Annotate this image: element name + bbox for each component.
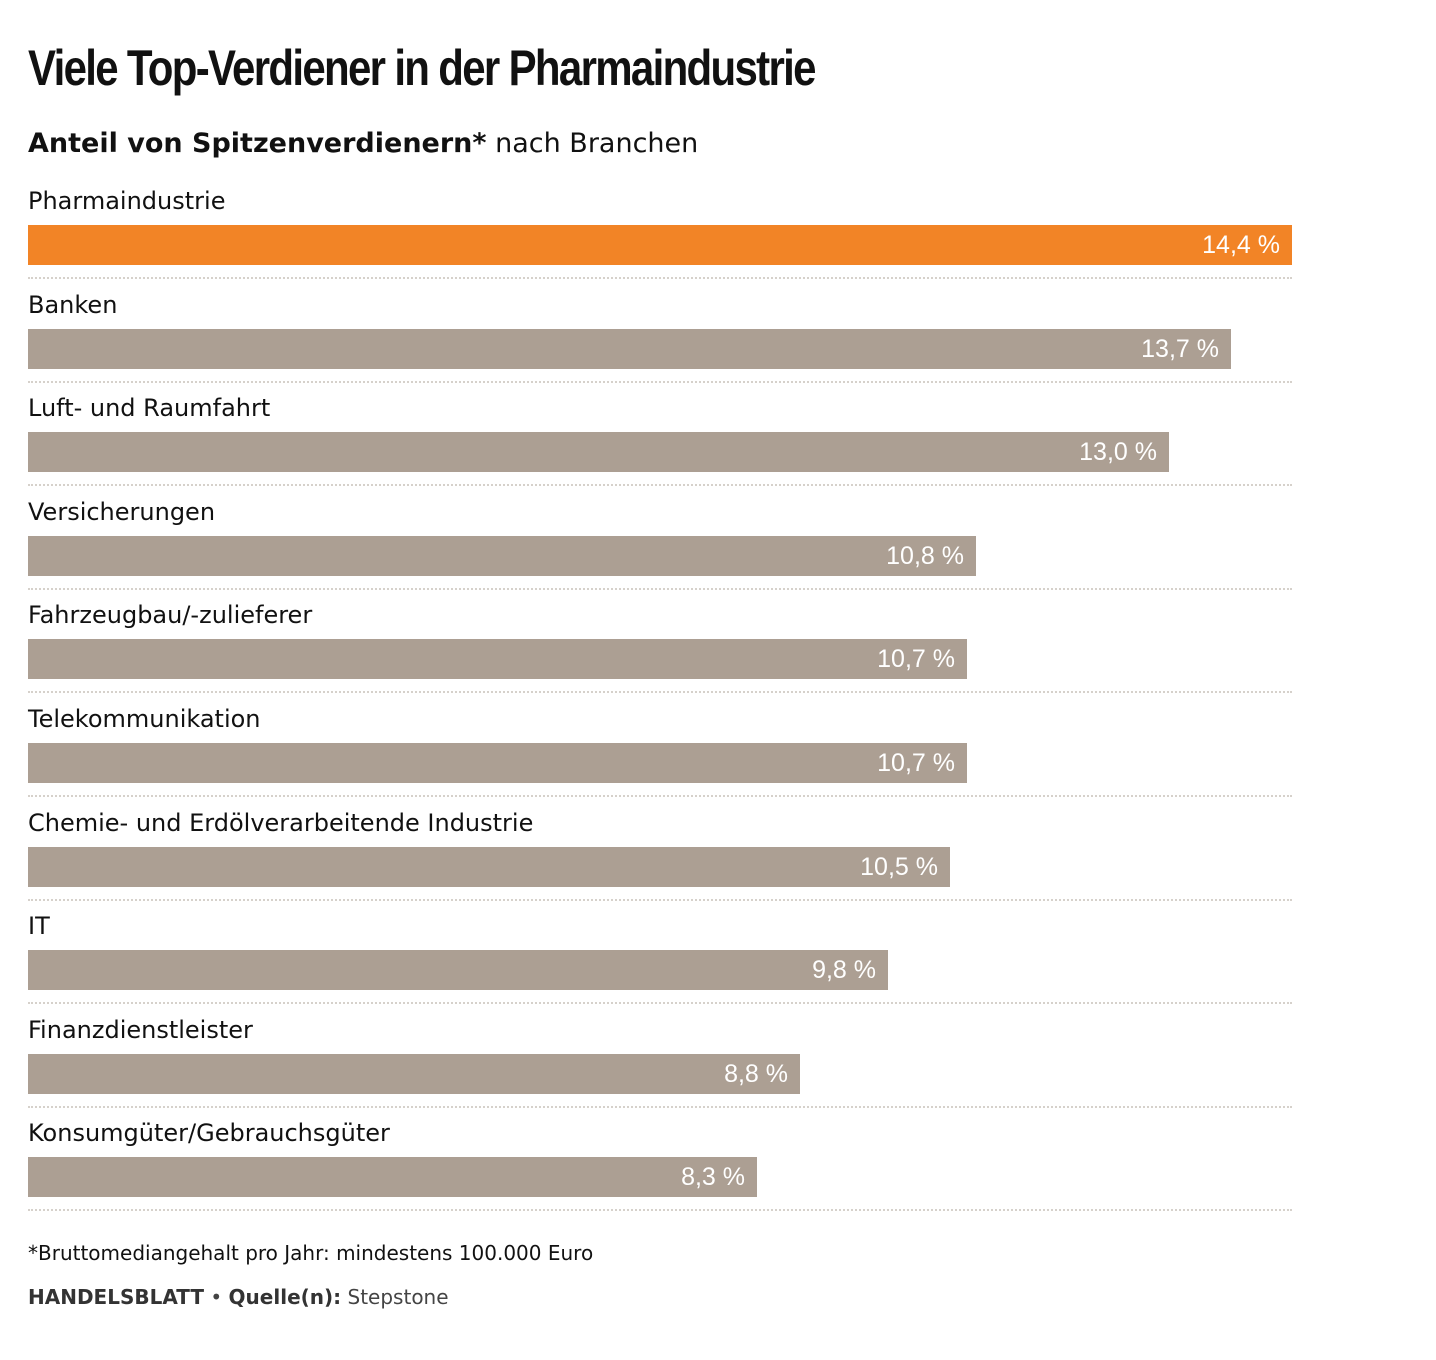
row-divider	[28, 484, 1292, 486]
bar-chart: Pharmaindustrie 14,4 % Banken 13,7 % Luft- u…	[28, 176, 1292, 1212]
row-divider	[28, 588, 1292, 590]
bar-row: IT 9,8 %	[28, 901, 1292, 1005]
bar-value-label: 9,8 %	[812, 956, 876, 984]
bar-row: Fahrzeugbau/-zulieferer 10,7 %	[28, 590, 1292, 694]
bar: 13,7 %	[28, 329, 1231, 369]
bar: 9,8 %	[28, 950, 888, 990]
bar: 14,4 %	[28, 225, 1292, 265]
bar: 13,0 %	[28, 432, 1169, 472]
bar: 10,8 %	[28, 536, 976, 576]
category-label: Telekommunikation	[28, 705, 261, 733]
chart-title: Viele Top-Verdiener in der Pharmaindustr…	[28, 40, 816, 96]
bar-row: Versicherungen 10,8 %	[28, 487, 1292, 591]
category-label: Finanzdienstleister	[28, 1016, 253, 1044]
footnote: *Bruttomediangehalt pro Jahr: mindestens…	[28, 1241, 594, 1265]
credit-line: HANDELSBLATT • Quelle(n): Stepstone	[28, 1282, 449, 1312]
bar-value-label: 10,5 %	[860, 853, 938, 881]
category-label: Konsumgüter/Gebrauchsgüter	[28, 1119, 390, 1147]
row-divider	[28, 1209, 1292, 1211]
source-name: Stepstone	[347, 1285, 449, 1309]
bar-value-label: 10,8 %	[886, 542, 964, 570]
row-divider	[28, 795, 1292, 797]
credit-separator: •	[210, 1285, 223, 1309]
chart-subtitle: Anteil von Spitzenverdienern* nach Branc…	[28, 124, 698, 164]
bar: 10,7 %	[28, 743, 967, 783]
category-label: Pharmaindustrie	[28, 187, 226, 215]
bar-row: Telekommunikation 10,7 %	[28, 694, 1292, 798]
row-divider	[28, 1002, 1292, 1004]
category-label: Versicherungen	[28, 498, 216, 526]
bar: 10,7 %	[28, 639, 967, 679]
subtitle-bold: Anteil von Spitzenverdienern*	[28, 128, 487, 159]
subtitle-normal: nach Branchen	[495, 128, 699, 159]
bar: 8,8 %	[28, 1054, 800, 1094]
bar-value-label: 8,3 %	[681, 1163, 745, 1191]
bar-value-label: 10,7 %	[877, 645, 955, 673]
bar-row: Finanzdienstleister 8,8 %	[28, 1005, 1292, 1109]
bar-row: Pharmaindustrie 14,4 %	[28, 176, 1292, 280]
row-divider	[28, 381, 1292, 383]
bar-row: Luft- und Raumfahrt 13,0 %	[28, 383, 1292, 487]
bar-value-label: 10,7 %	[877, 749, 955, 777]
category-label: Chemie- und Erdölverarbeitende Industrie	[28, 809, 534, 837]
bar-value-label: 14,4 %	[1202, 231, 1280, 259]
bar-row: Konsumgüter/Gebrauchsgüter 8,3 %	[28, 1108, 1292, 1212]
category-label: Luft- und Raumfahrt	[28, 394, 271, 422]
bar: 8,3 %	[28, 1157, 757, 1197]
bar: 10,5 %	[28, 847, 950, 887]
source-label: Quelle(n):	[228, 1285, 342, 1309]
bar-value-label: 8,8 %	[724, 1060, 788, 1088]
row-divider	[28, 1106, 1292, 1108]
row-divider	[28, 277, 1292, 279]
bar-row: Banken 13,7 %	[28, 280, 1292, 384]
category-label: Banken	[28, 291, 118, 319]
publisher-name: HANDELSBLATT	[28, 1285, 205, 1309]
category-label: Fahrzeugbau/-zulieferer	[28, 601, 313, 629]
category-label: IT	[28, 912, 50, 940]
row-divider	[28, 899, 1292, 901]
bar-value-label: 13,7 %	[1141, 335, 1219, 363]
bar-value-label: 13,0 %	[1079, 438, 1157, 466]
row-divider	[28, 691, 1292, 693]
bar-row: Chemie- und Erdölverarbeitende Industrie…	[28, 798, 1292, 902]
